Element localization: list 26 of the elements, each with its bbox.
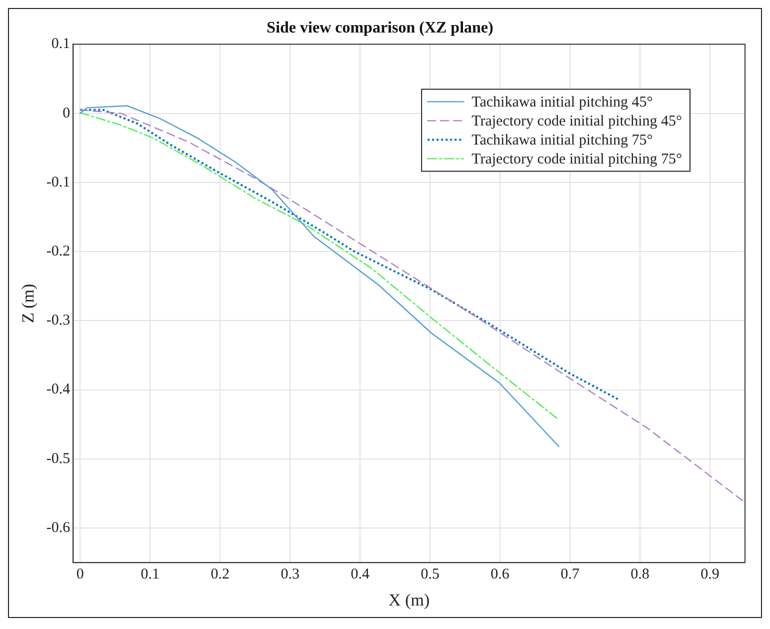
x-tick-label: 0.8: [630, 566, 650, 583]
x-tick-label: 0.1: [140, 566, 160, 583]
legend-label: Tachikawa initial pitching 45°: [472, 94, 653, 111]
y-axis-title: Z (m): [18, 284, 38, 323]
x-tick-label: 0.7: [560, 566, 580, 583]
legend-label: Trajectory code initial pitching 45°: [472, 114, 682, 130]
legend-label: Trajectory code initial pitching 75°: [472, 152, 682, 168]
legend-label: Tachikawa initial pitching 75°: [472, 132, 653, 149]
line-series: [80, 109, 745, 504]
x-tick-label: 0.9: [700, 566, 720, 583]
x-tick-label: 0.4: [350, 566, 370, 583]
x-tick-label: 0.5: [420, 566, 440, 583]
y-tick-label: -0.2: [46, 243, 70, 260]
x-tick-label: 0.3: [280, 566, 300, 583]
y-tick-label: -0.3: [46, 312, 70, 329]
x-axis-title: X (m): [388, 590, 430, 610]
x-tick-label: 0.2: [210, 566, 230, 583]
y-tick-label: -0.5: [46, 450, 70, 467]
y-tick-label: 0: [62, 105, 70, 122]
y-tick-label: 0.1: [51, 36, 70, 52]
chart-title: Side view comparison (XZ plane): [266, 20, 494, 37]
x-tick-label: 0: [76, 566, 84, 583]
y-tick-label: -0.1: [46, 174, 70, 190]
y-tick-label: -0.4: [46, 382, 71, 398]
y-tick-label: -0.6: [46, 520, 71, 536]
x-tick-label: 0.6: [490, 566, 510, 583]
